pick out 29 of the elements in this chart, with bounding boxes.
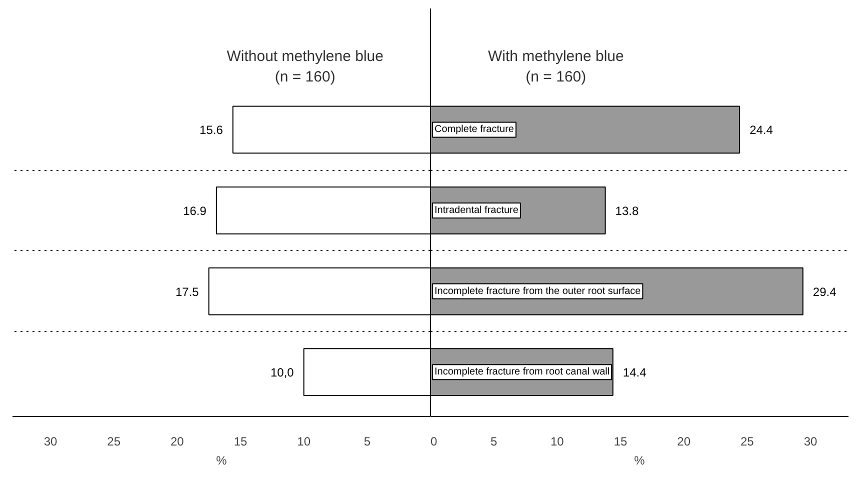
data-label: 15.6: [200, 123, 224, 138]
series-label: With methylene blue (n = 160): [488, 48, 624, 86]
y-tick-label: Incomplete fracture from the outer root surface: [434, 286, 642, 297]
x-tick-label: 20: [677, 434, 691, 448]
data-label: 17.5: [175, 284, 200, 299]
series-label: Without methylene blue (n = 160): [226, 48, 384, 86]
data-label: 16.9: [183, 204, 207, 218]
y-tick-label: Intradental fracture: [434, 204, 519, 216]
x-tick-label: 25: [740, 434, 754, 448]
data-label: 24.4: [750, 123, 774, 138]
x-tick-label: 20: [170, 434, 184, 448]
x-tick-label: 25: [107, 434, 121, 448]
x-tick-label: 15: [234, 434, 248, 448]
x-tick-label: 10: [550, 434, 564, 448]
data-label: 10,0: [270, 366, 294, 380]
y-tick-label: Incomplete fracture from root canal wall: [434, 366, 610, 378]
y-tick-label: Complete fracture: [434, 124, 514, 136]
x-tick-label: 10: [297, 434, 311, 448]
x-axis-title: %: [216, 454, 228, 468]
data-label: 14.4: [622, 366, 647, 380]
x-tick-label: 5: [490, 434, 498, 448]
data-label: 13.8: [615, 204, 639, 218]
x-tick-label: 30: [804, 434, 818, 448]
x-tick-label: 15: [614, 434, 628, 448]
x-axis-title: %: [634, 454, 646, 468]
x-tick-label: 0: [430, 434, 438, 448]
x-tick-label: 30: [44, 434, 58, 448]
data-label: 29.4: [812, 284, 837, 299]
x-tick-label: 5: [364, 434, 371, 448]
